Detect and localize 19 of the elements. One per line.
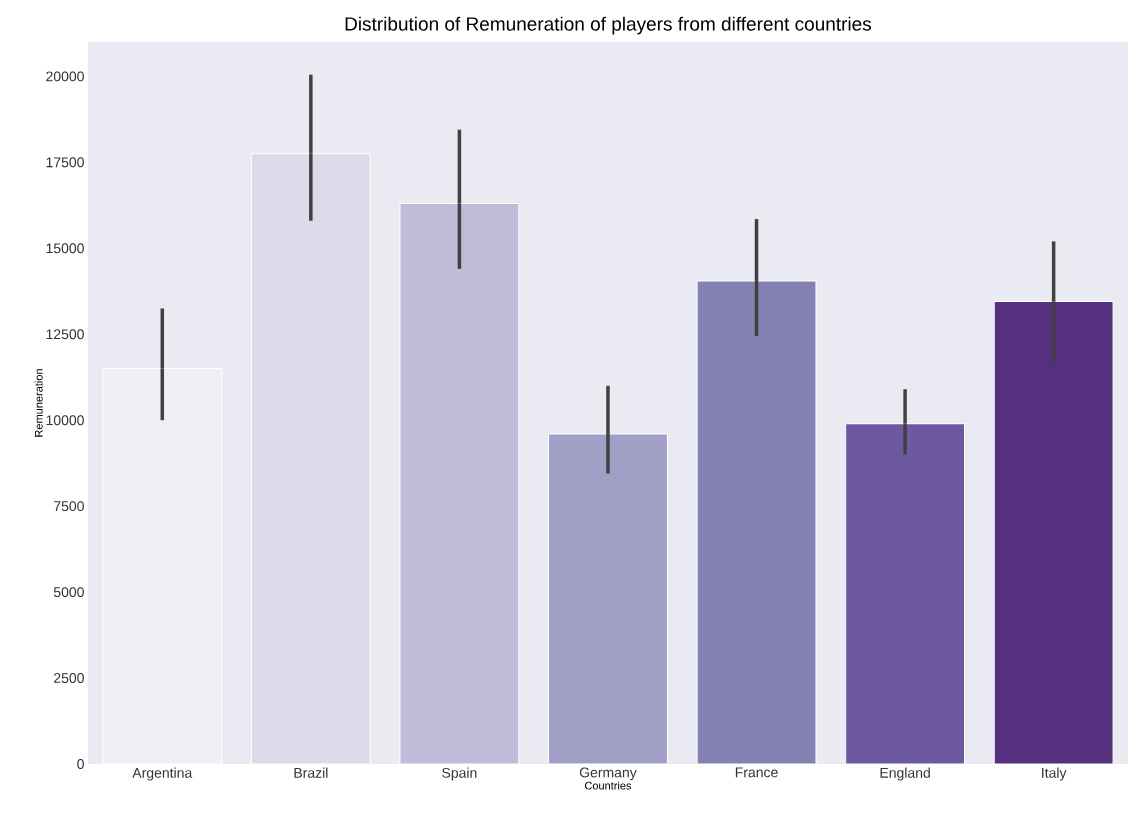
x-tick-label: France <box>735 767 778 778</box>
y-tick-label: 0 <box>77 759 84 769</box>
x-axis-title: Countries <box>584 781 632 790</box>
y-tick-label: 12500 <box>46 329 84 340</box>
y-tick-label: 7500 <box>54 501 84 512</box>
x-tick-label: Italy <box>1042 767 1067 781</box>
chart-title: Distribution of Remuneration of players from different countries <box>345 16 872 35</box>
y-tick-label: 5000 <box>53 587 84 598</box>
y-axis-title: Remuneration <box>34 369 43 437</box>
x-tick-label: England <box>880 767 930 781</box>
y-tick-label: 17500 <box>46 157 84 168</box>
x-tick-label: Germany <box>579 767 637 781</box>
y-tick-label: 20000 <box>46 71 84 82</box>
x-tick-label: Argentina <box>132 767 193 781</box>
x-tick-label: Spain <box>442 767 477 781</box>
y-tick-label: 2500 <box>54 673 84 684</box>
y-tick-label: 10000 <box>46 415 84 426</box>
y-tick-label: 15000 <box>46 243 84 254</box>
x-tick-label: Brazil <box>294 767 328 778</box>
